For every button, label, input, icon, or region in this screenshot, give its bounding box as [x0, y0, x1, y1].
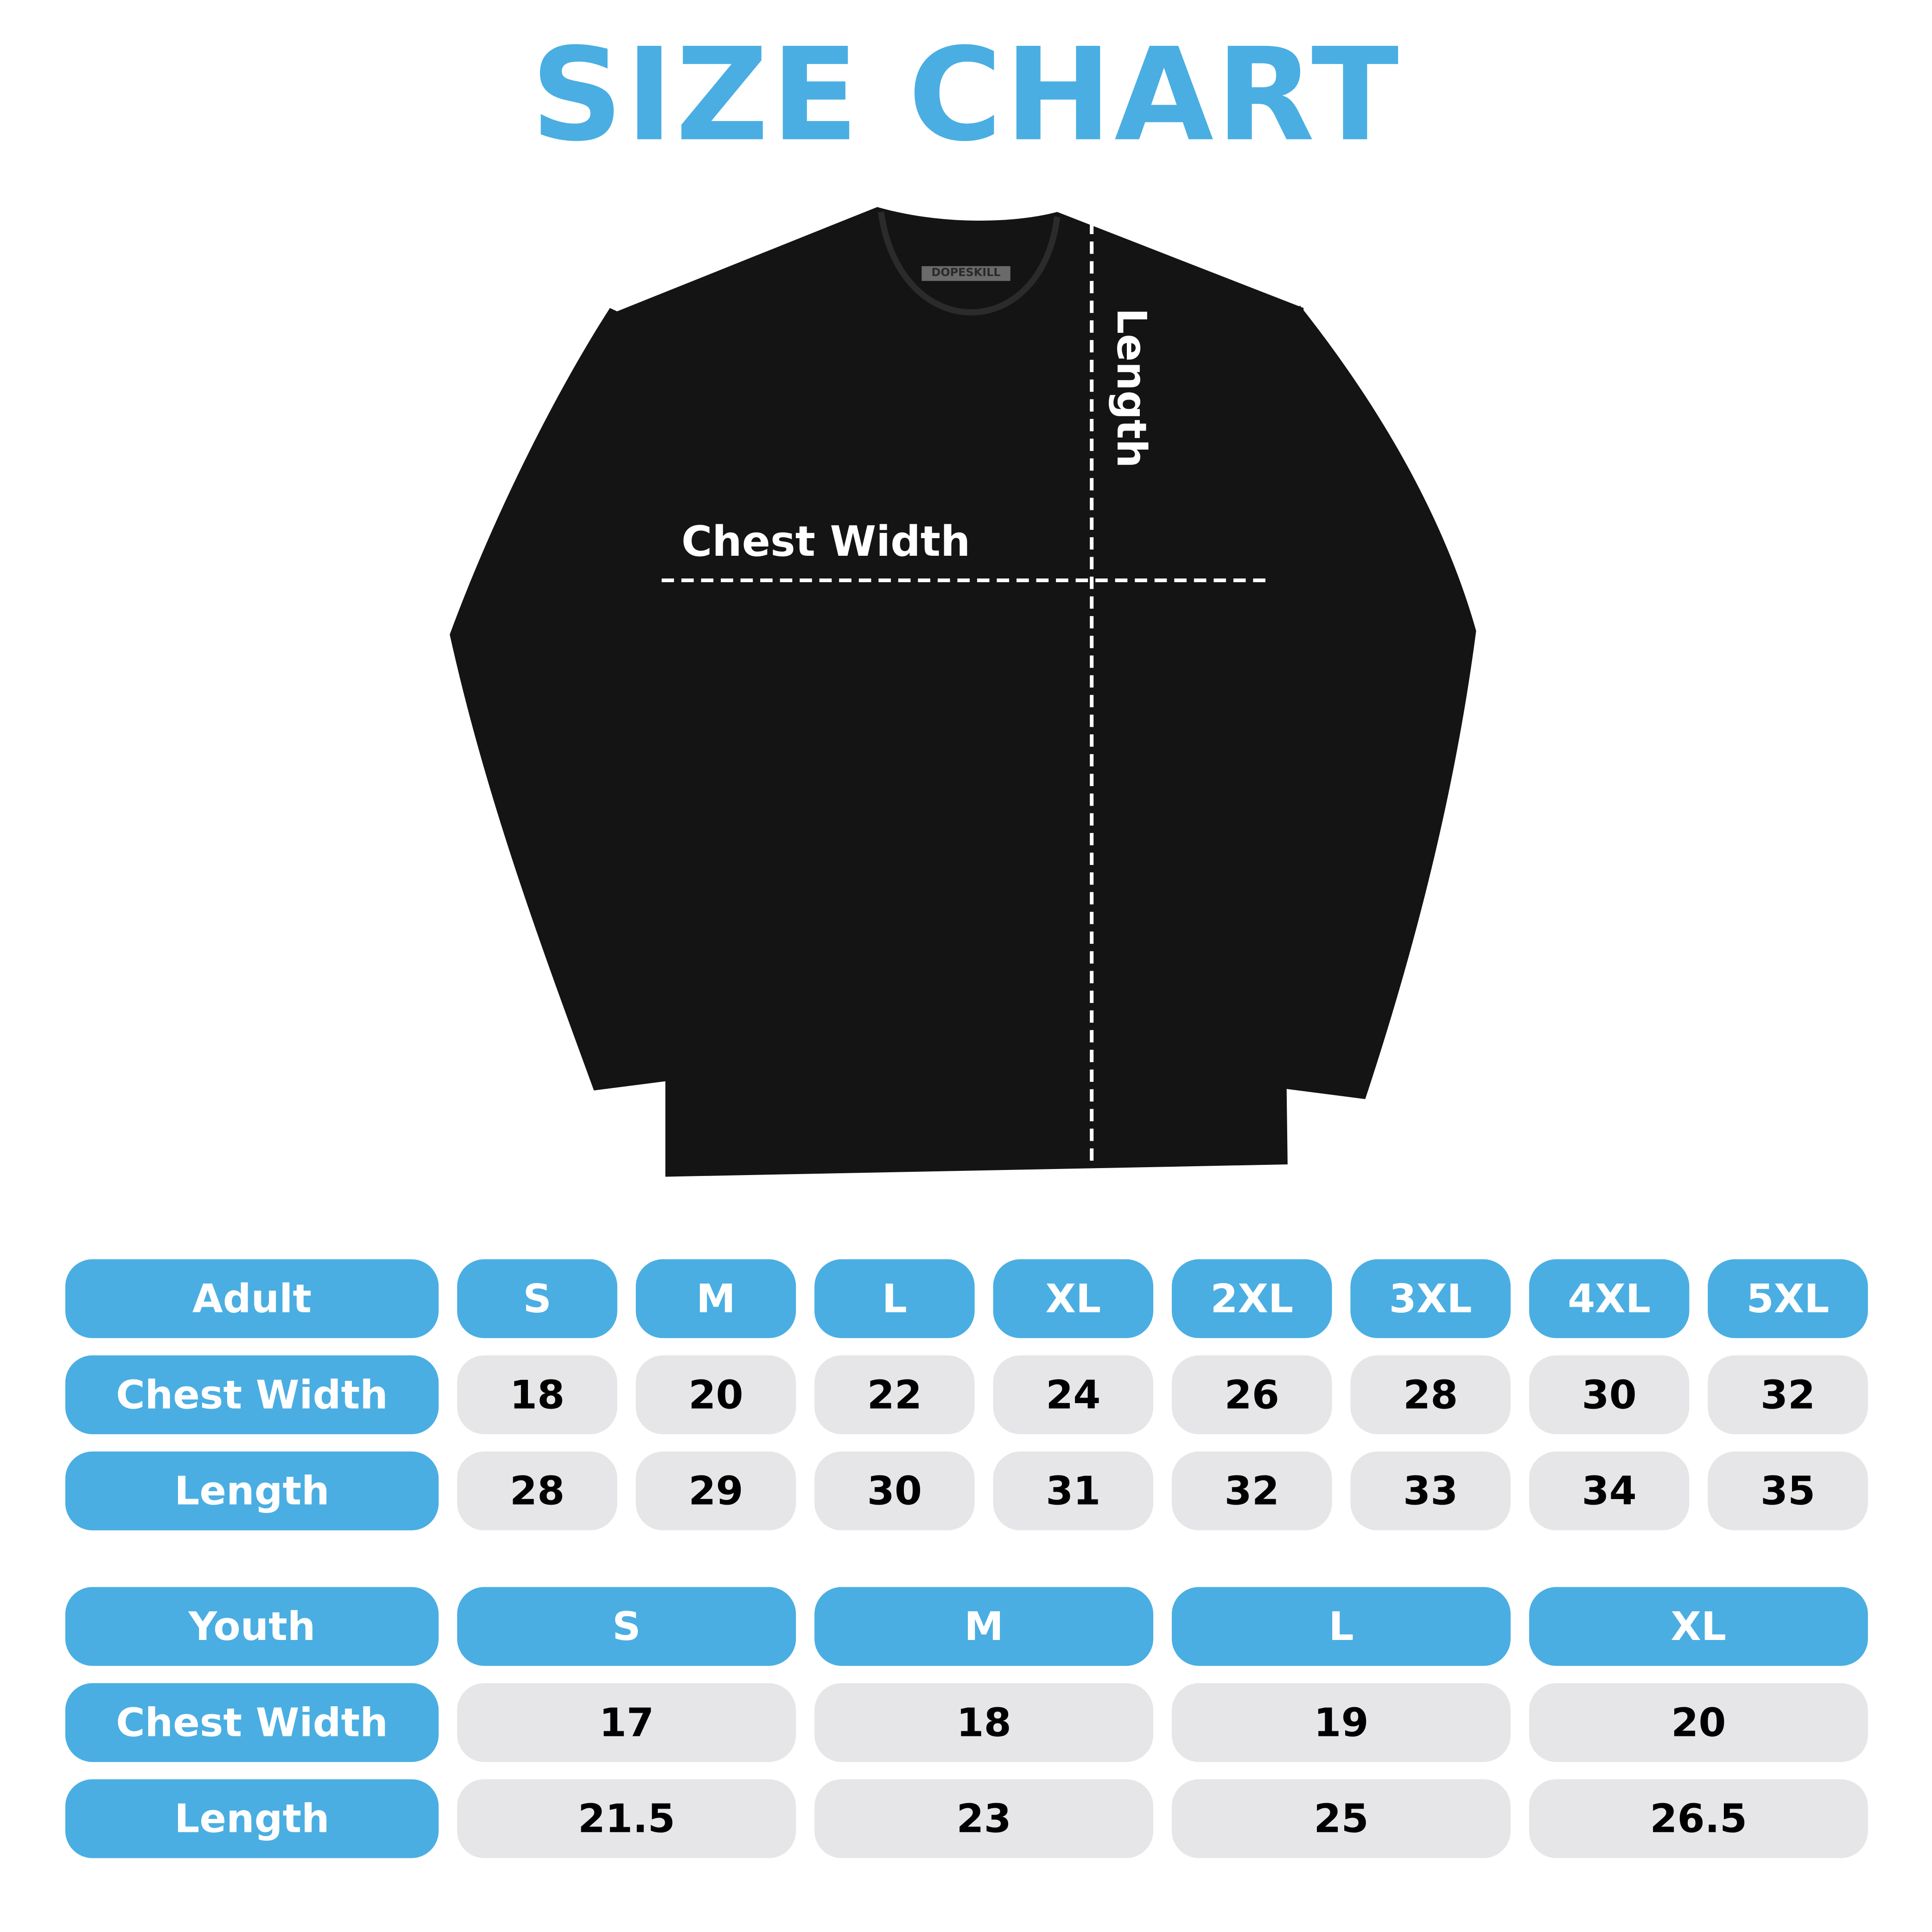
- adult-size-header: L: [814, 1259, 975, 1338]
- youth-size-header: S: [457, 1587, 796, 1666]
- adult-value-cell: 31: [993, 1451, 1154, 1531]
- youth-value-cell: 21.5: [457, 1779, 796, 1858]
- adult-value-cell: 26: [1171, 1355, 1332, 1435]
- adult-value-cell: 35: [1708, 1451, 1868, 1531]
- adult-header-label: Adult: [65, 1259, 439, 1338]
- adult-size-header: 5XL: [1708, 1259, 1868, 1338]
- brand-tag: DOPESKILL: [922, 266, 1010, 281]
- adult-value-cell: 32: [1708, 1355, 1868, 1435]
- adult-size-header: 2XL: [1171, 1259, 1332, 1338]
- shirt-right-sleeve: [1238, 305, 1476, 1099]
- adult-value-cell: 30: [1529, 1355, 1690, 1435]
- adult-value-cell: 29: [636, 1451, 796, 1531]
- adult-value-cell: 30: [814, 1451, 975, 1531]
- adult-row-label: Chest Width: [65, 1355, 439, 1435]
- youth-size-header: XL: [1529, 1587, 1868, 1666]
- adult-value-cell: 28: [1350, 1355, 1511, 1435]
- youth-value-cell: 17: [457, 1683, 796, 1762]
- adult-size-header: M: [636, 1259, 796, 1338]
- adult-value-cell: 28: [457, 1451, 617, 1531]
- adult-size-header: S: [457, 1259, 617, 1338]
- youth-value-cell: 23: [814, 1779, 1154, 1858]
- length-label: Length: [1107, 308, 1156, 468]
- youth-size-header: L: [1171, 1587, 1511, 1666]
- youth-value-cell: 19: [1171, 1683, 1511, 1762]
- youth-value-cell: 25: [1171, 1779, 1511, 1858]
- adult-size-header: 4XL: [1529, 1259, 1690, 1338]
- shirt-illustration: [450, 207, 1476, 1177]
- shirt-body: [610, 207, 1304, 1177]
- adult-size-header: XL: [993, 1259, 1154, 1338]
- adult-value-cell: 32: [1171, 1451, 1332, 1531]
- adult-value-cell: 33: [1350, 1451, 1511, 1531]
- chest-width-label: Chest Width: [681, 517, 971, 567]
- adult-value-cell: 22: [814, 1355, 975, 1435]
- youth-row-label: Length: [65, 1779, 439, 1858]
- adult-value-cell: 34: [1529, 1451, 1690, 1531]
- adult-value-cell: 24: [993, 1355, 1154, 1435]
- youth-header-label: Youth: [65, 1587, 439, 1666]
- page-title: SIZE CHART: [531, 19, 1401, 170]
- shirt-collar: [878, 211, 1061, 316]
- youth-value-cell: 18: [814, 1683, 1154, 1762]
- youth-value-cell: 26.5: [1529, 1779, 1868, 1858]
- adult-value-cell: 18: [457, 1355, 617, 1435]
- youth-size-header: M: [814, 1587, 1154, 1666]
- youth-row-label: Chest Width: [65, 1683, 439, 1762]
- adult-size-header: 3XL: [1350, 1259, 1511, 1338]
- adult-row-label: Length: [65, 1451, 439, 1531]
- adult-value-cell: 20: [636, 1355, 796, 1435]
- youth-value-cell: 20: [1529, 1683, 1868, 1762]
